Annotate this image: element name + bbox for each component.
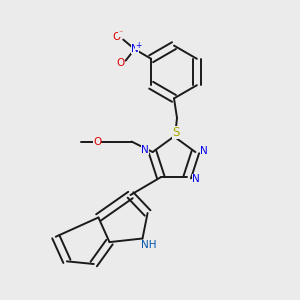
Text: ⁻: ⁻ — [118, 28, 122, 38]
Text: O: O — [93, 136, 101, 146]
Text: +: + — [135, 41, 142, 50]
Text: N: N — [131, 44, 139, 54]
Text: O: O — [116, 58, 124, 68]
Text: N: N — [141, 145, 149, 154]
Text: O: O — [112, 32, 121, 42]
Text: N: N — [192, 174, 200, 184]
Text: NH: NH — [141, 240, 156, 250]
Text: S: S — [172, 126, 179, 139]
Text: N: N — [200, 146, 208, 155]
